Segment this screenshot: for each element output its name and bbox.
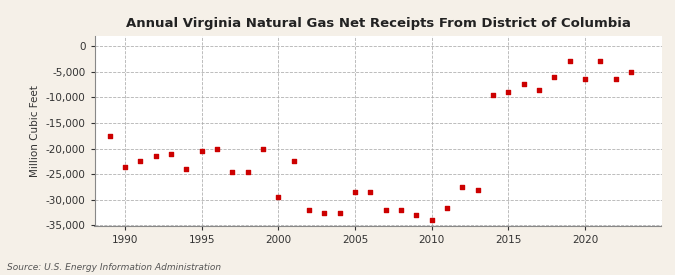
Point (334, 210, 345, 215)
Point (626, 70, 637, 74)
Point (273, 195, 284, 199)
Point (503, 90, 514, 94)
Title: Annual Virginia Natural Gas Net Receipts From District of Columbia: Annual Virginia Natural Gas Net Receipts… (126, 17, 630, 31)
Point (365, 190, 376, 194)
Point (564, 59, 575, 64)
Point (181, 167, 192, 171)
Point (411, 213, 422, 218)
Point (166, 152, 177, 156)
Text: Source: U.S. Energy Information Administration: Source: U.S. Energy Information Administ… (7, 263, 221, 272)
Point (457, 185, 468, 189)
Point (579, 77, 590, 82)
Point (258, 146, 269, 151)
Point (518, 82, 529, 87)
Point (487, 92, 498, 97)
Point (441, 205, 452, 210)
Point (288, 159, 299, 164)
Point (319, 210, 330, 215)
Point (350, 190, 360, 194)
Y-axis label: Million Cubic Feet: Million Cubic Feet (30, 85, 40, 177)
Point (426, 218, 437, 222)
Point (151, 154, 161, 158)
Point (396, 208, 406, 212)
Point (105, 134, 115, 138)
Point (196, 149, 207, 153)
Point (227, 169, 238, 174)
Point (212, 146, 223, 151)
Point (533, 87, 544, 92)
Point (610, 77, 621, 82)
Point (242, 169, 253, 174)
Point (595, 59, 605, 64)
Point (380, 208, 391, 212)
Point (135, 159, 146, 164)
Point (549, 75, 560, 79)
Point (472, 187, 483, 192)
Point (304, 208, 315, 212)
Point (119, 164, 130, 169)
